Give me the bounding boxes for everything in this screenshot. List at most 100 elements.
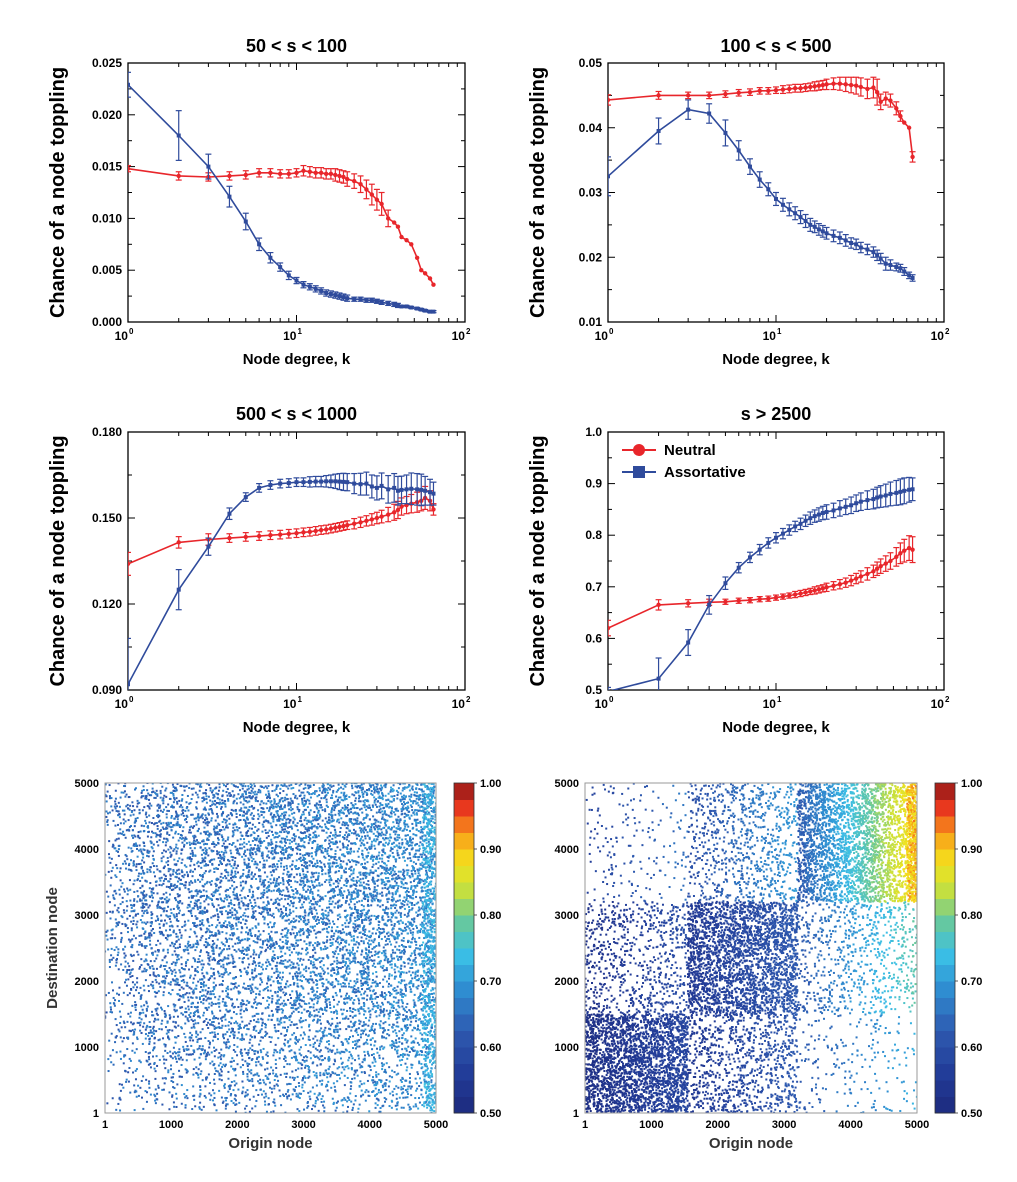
heatmap-point (132, 922, 135, 925)
heatmap-point (142, 1075, 145, 1078)
heatmap-point (340, 798, 343, 801)
heatmap-point (281, 935, 284, 938)
heatmap-point (130, 904, 133, 907)
heatmap-point (208, 1002, 211, 1005)
heatmap-point (413, 917, 416, 920)
heatmap-point (397, 1072, 400, 1075)
data-point (848, 82, 854, 88)
heatmap-point (280, 852, 283, 855)
heatmap-point (213, 1055, 216, 1058)
heatmap-point (362, 905, 365, 908)
heatmap-point (380, 865, 383, 868)
heatmap-point (375, 798, 378, 801)
heatmap-point (209, 997, 212, 1000)
heatmap-point (267, 881, 270, 884)
heatmap-point (291, 944, 294, 947)
heatmap-point (127, 1080, 130, 1083)
heatmap-point (167, 982, 170, 985)
heatmap-point (199, 924, 202, 927)
heatmap-point (426, 1034, 429, 1037)
heatmap-point (285, 914, 288, 917)
heatmap-point (289, 900, 292, 903)
heatmap-point (303, 1075, 306, 1078)
heatmap-point (355, 1042, 358, 1045)
heatmap-point (406, 1039, 409, 1042)
heatmap-point (282, 962, 285, 965)
heatmap-point (162, 879, 165, 882)
heatmap-point (356, 817, 359, 820)
heatmap-point (392, 1007, 395, 1010)
heatmap-point (133, 863, 136, 866)
heatmap-point (149, 921, 152, 924)
heatmap-point (307, 1105, 310, 1108)
heatmap-point (130, 847, 133, 850)
heatmap-point (354, 1069, 357, 1072)
heatmap-point (277, 802, 280, 805)
heatmap-point (273, 802, 276, 805)
heatmap-point (389, 918, 392, 921)
heatmap-point (292, 932, 295, 935)
heatmap-point (217, 916, 220, 919)
heatmap-point (328, 878, 331, 881)
heatmap-point (309, 809, 312, 812)
heatmap-point (401, 798, 404, 801)
heatmap-point (365, 971, 368, 974)
heatmap-point (428, 865, 431, 868)
heatmap-point (332, 955, 335, 958)
heatmap-point (267, 821, 270, 824)
heatmap-point (213, 858, 216, 861)
heatmap-point (362, 966, 365, 969)
heatmap-point (221, 924, 224, 927)
heatmap-point (330, 785, 333, 788)
heatmap-point (411, 847, 414, 850)
heatmap-point (370, 830, 373, 833)
heatmap-point (309, 971, 312, 974)
heatmap-point (316, 944, 319, 947)
heatmap-point (246, 1027, 249, 1030)
heatmap-point (172, 1086, 175, 1089)
data-point (798, 215, 803, 220)
legend-label: Neutral (664, 442, 716, 459)
heatmap-point (348, 985, 351, 988)
heatmap-point (415, 890, 418, 893)
heatmap-point (340, 975, 343, 978)
heatmap-point (352, 937, 355, 940)
heatmap-point (409, 1076, 412, 1079)
heatmap-point (382, 1063, 385, 1066)
heatmap-point (123, 785, 126, 788)
heatmap-point (239, 1066, 242, 1069)
heatmap-point (168, 934, 171, 937)
heatmap-point (254, 925, 257, 928)
heatmap-point (188, 829, 191, 832)
heatmap-point (345, 783, 348, 785)
heatmap-point (210, 1094, 213, 1097)
heatmap-point (271, 784, 274, 787)
heatmap-point (350, 951, 353, 954)
heatmap-point (209, 869, 212, 872)
y-tick-label: 0.6 (585, 631, 602, 645)
heatmap-point (122, 909, 125, 912)
heatmap-point (200, 986, 203, 989)
heatmap-point (356, 822, 359, 825)
heatmap-point (406, 925, 409, 928)
heatmap-point (284, 909, 287, 912)
heatmap-point (267, 1103, 270, 1106)
heatmap-point (196, 783, 199, 786)
heatmap-point (278, 998, 281, 1001)
heatmap-point (361, 988, 364, 991)
heatmap-point (282, 822, 285, 825)
heatmap-point (152, 864, 155, 867)
heatmap-point (332, 1102, 335, 1105)
heatmap-point (343, 1097, 346, 1100)
heatmap-point (208, 937, 211, 940)
heatmap-point (359, 963, 362, 966)
heatmap-point (254, 935, 257, 938)
data-point (843, 238, 848, 243)
heatmap-point (256, 1002, 259, 1005)
heatmap-point (362, 872, 365, 875)
heatmap-point (223, 845, 226, 848)
heatmap-point (351, 1010, 354, 1013)
heatmap-point (276, 1084, 279, 1087)
heatmap-point (165, 816, 168, 819)
heatmap-point (166, 831, 169, 834)
